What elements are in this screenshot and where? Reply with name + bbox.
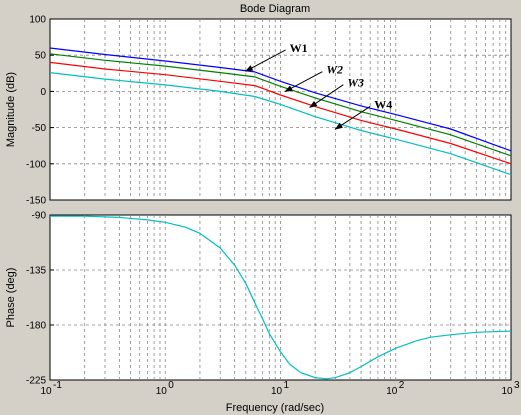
annotation-arrow	[334, 106, 371, 130]
x-tick-label: 10	[501, 386, 513, 397]
x-tick-exponent: -1	[53, 380, 62, 391]
annotation-label-w1: W1	[290, 41, 308, 55]
series-line-w3	[49, 61, 512, 165]
y-tick-label: -50	[32, 123, 47, 134]
annotation-label-w3: W3	[347, 76, 364, 90]
y-tick-label: -150	[26, 196, 46, 207]
phase-y-axis-label: Phase (deg)	[5, 268, 17, 328]
y-tick-label: 100	[29, 15, 46, 26]
magnitude-grid	[50, 19, 511, 200]
magnitude-y-axis-label: Magnitude (dB)	[5, 72, 17, 147]
x-tick-label: 10	[156, 386, 168, 397]
phase-grid	[50, 215, 511, 380]
series-line-w2	[49, 53, 512, 157]
annotation-arrow	[284, 71, 323, 92]
x-tick-exponent: 3	[514, 380, 520, 391]
phase-panel: -225 -180 -135 -90 Phase (deg)	[5, 211, 512, 387]
x-tick-exponent: 2	[399, 380, 405, 391]
y-tick-label: -135	[26, 266, 46, 277]
x-tick-exponent: 0	[168, 380, 174, 391]
annotation-arrow	[309, 84, 344, 108]
phase-y-ticks: -225 -180 -135 -90	[26, 211, 54, 387]
magnitude-y-ticks: -150 -100 -50 0 50 100	[26, 15, 54, 207]
y-tick-label: -90	[32, 211, 47, 222]
y-tick-label: -180	[26, 321, 46, 332]
x-tick-label: 10	[271, 386, 283, 397]
annotation-arrow	[244, 49, 286, 72]
magnitude-series	[49, 47, 512, 176]
x-tick-exponent: 1	[284, 380, 290, 391]
series-line-phase	[50, 215, 512, 380]
series-line-w4	[49, 72, 512, 176]
y-tick-label: 0	[40, 87, 46, 98]
x-tick-label: 10	[40, 386, 52, 397]
series-line-w1	[49, 47, 512, 152]
y-tick-label: -225	[26, 376, 46, 387]
annotation-label-w4: W4	[374, 97, 392, 111]
annotation-label-w2: W2	[326, 63, 343, 77]
y-tick-label: -100	[26, 159, 46, 170]
y-tick-label: 50	[35, 51, 47, 62]
x-tick-label: 10	[386, 386, 398, 397]
magnitude-panel: W1 W2 W3 W4 -150 -100 -50 0 50 100 Magnitude (dB…	[5, 15, 512, 207]
magnitude-annotations: W1 W2 W3 W4	[244, 41, 392, 130]
x-axis-label: Frequency (rad/sec)	[226, 402, 324, 414]
phase-series	[50, 215, 512, 380]
chart-title: Bode Diagram	[240, 3, 310, 15]
